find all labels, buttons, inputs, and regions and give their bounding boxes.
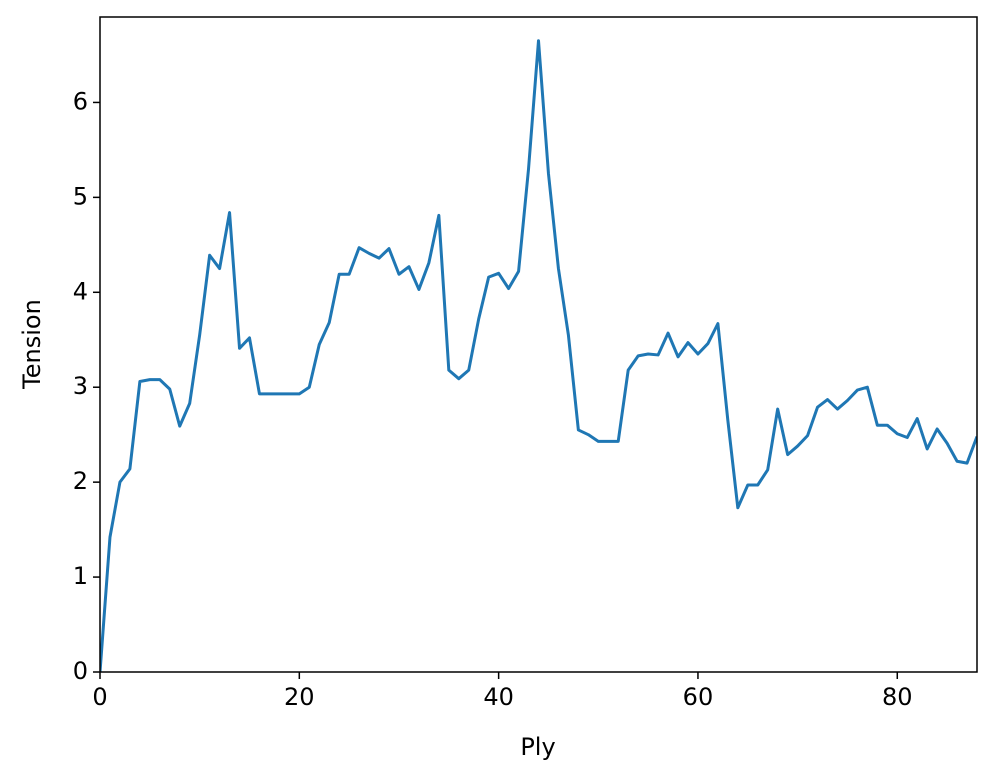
x-axis-label: Ply [520,733,555,761]
y-tick-label: 6 [73,87,88,115]
plot-frame [99,16,978,673]
x-tick-label: 60 [683,683,714,711]
y-tick-label: 0 [73,657,88,685]
y-tick-label: 4 [73,277,88,305]
x-tick-label: 80 [882,683,913,711]
y-tick-label: 2 [73,467,88,495]
x-tick-label: 0 [92,683,107,711]
y-tick-label: 5 [73,182,88,210]
y-tick-label: 3 [73,372,88,400]
line [100,39,977,672]
x-tick-label: 20 [284,683,315,711]
y-axis-label: Tension [18,299,46,390]
x-tick-label: 40 [483,683,514,711]
y-tick-label: 1 [73,562,88,590]
